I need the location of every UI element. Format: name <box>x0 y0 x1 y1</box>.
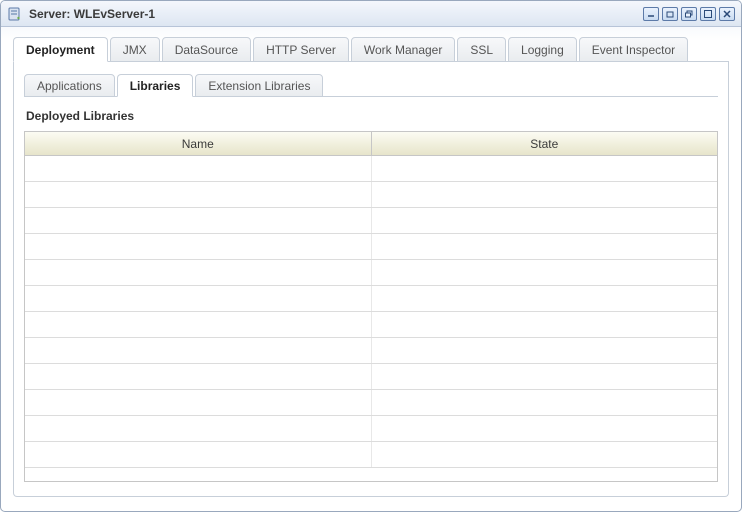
tab-eventinspector[interactable]: Event Inspector <box>579 37 688 62</box>
cell-name <box>25 364 372 389</box>
subtab-libraries[interactable]: Libraries <box>117 74 194 97</box>
cell-name <box>25 260 372 285</box>
cell-state <box>372 442 718 467</box>
cell-name <box>25 442 372 467</box>
window-buttons <box>643 7 735 21</box>
tab-workmanager[interactable]: Work Manager <box>351 37 455 62</box>
server-icon <box>7 6 23 22</box>
table-row[interactable] <box>25 390 717 416</box>
cell-state <box>372 312 718 337</box>
maximize-button[interactable] <box>700 7 716 21</box>
table-row[interactable] <box>25 338 717 364</box>
libraries-grid: Name State <box>24 131 718 482</box>
cell-name <box>25 312 372 337</box>
subtab-extension-libraries[interactable]: Extension Libraries <box>195 74 323 97</box>
sub-tabstrip: Applications Libraries Extension Librari… <box>24 74 718 97</box>
minimize-button[interactable] <box>643 7 659 21</box>
cell-name <box>25 416 372 441</box>
restore-down-button[interactable] <box>662 7 678 21</box>
table-row[interactable] <box>25 208 717 234</box>
cell-name <box>25 234 372 259</box>
grid-header: Name State <box>25 132 717 156</box>
table-row[interactable] <box>25 260 717 286</box>
table-row[interactable] <box>25 182 717 208</box>
close-button[interactable] <box>719 7 735 21</box>
tab-logging[interactable]: Logging <box>508 37 577 62</box>
cell-state <box>372 364 718 389</box>
server-window: Server: WLEvServer-1 <box>0 0 742 512</box>
cell-state <box>372 286 718 311</box>
table-row[interactable] <box>25 364 717 390</box>
tab-ssl[interactable]: SSL <box>457 37 506 62</box>
cell-state <box>372 416 718 441</box>
cell-name <box>25 208 372 233</box>
restore-icon <box>684 9 694 19</box>
restore-button[interactable] <box>681 7 697 21</box>
main-tabstrip: Deployment JMX DataSource HTTP Server Wo… <box>13 37 729 62</box>
cell-state <box>372 208 718 233</box>
cell-state <box>372 182 718 207</box>
cell-state <box>372 390 718 415</box>
col-header-name[interactable]: Name <box>25 132 372 155</box>
table-row[interactable] <box>25 234 717 260</box>
cell-state <box>372 338 718 363</box>
cell-name <box>25 286 372 311</box>
minimize-icon <box>646 10 656 18</box>
table-row[interactable] <box>25 286 717 312</box>
maximize-icon <box>703 9 713 19</box>
subtab-applications[interactable]: Applications <box>24 74 115 97</box>
table-row[interactable] <box>25 416 717 442</box>
table-row[interactable] <box>25 442 717 468</box>
titlebar: Server: WLEvServer-1 <box>1 1 741 27</box>
cell-state <box>372 234 718 259</box>
grid-body[interactable] <box>25 156 717 481</box>
table-row[interactable] <box>25 312 717 338</box>
tab-deployment[interactable]: Deployment <box>13 37 108 62</box>
cell-name <box>25 156 372 181</box>
cell-name <box>25 338 372 363</box>
cell-name <box>25 390 372 415</box>
deployment-panel: Applications Libraries Extension Librari… <box>13 62 729 497</box>
tab-httpserver[interactable]: HTTP Server <box>253 37 349 62</box>
tab-datasource[interactable]: DataSource <box>162 37 251 62</box>
table-row[interactable] <box>25 156 717 182</box>
window-title: Server: WLEvServer-1 <box>29 7 643 21</box>
section-title: Deployed Libraries <box>26 109 718 123</box>
restore-down-icon <box>665 9 675 19</box>
close-icon <box>722 9 732 19</box>
cell-state <box>372 156 718 181</box>
cell-state <box>372 260 718 285</box>
tab-jmx[interactable]: JMX <box>110 37 160 62</box>
window-body: Deployment JMX DataSource HTTP Server Wo… <box>1 27 741 511</box>
cell-name <box>25 182 372 207</box>
col-header-state[interactable]: State <box>372 132 718 155</box>
